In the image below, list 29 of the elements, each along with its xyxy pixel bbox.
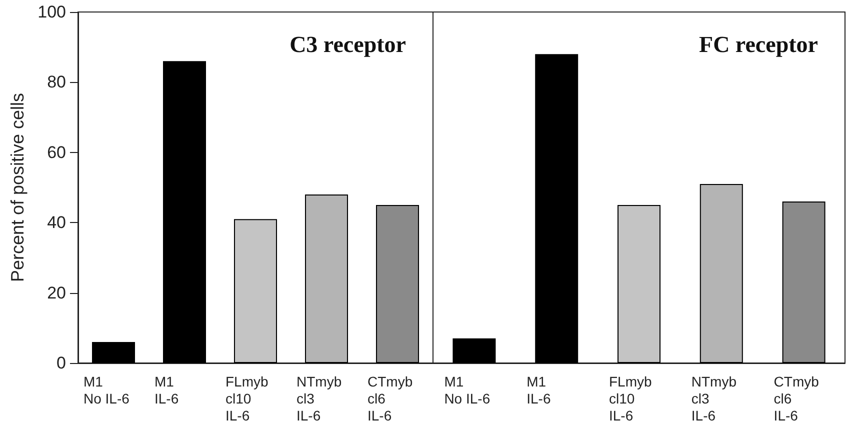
x-tick-label: CTmyb cl6 IL-6 — [774, 374, 820, 424]
x-tick-label: M1 IL-6 — [154, 374, 179, 406]
bar — [234, 219, 277, 363]
bar — [700, 184, 743, 363]
bar — [782, 202, 826, 363]
x-tick-label: M1 IL-6 — [526, 374, 551, 406]
y-tick-label: 60 — [47, 142, 66, 162]
bar — [452, 338, 496, 363]
y-tick-label: 0 — [56, 354, 66, 372]
bar — [376, 205, 419, 363]
x-tick-label: FLmyb cl10 IL-6 — [609, 374, 652, 424]
y-axis-title: Percent of positive cells — [8, 92, 28, 282]
y-tick-label: 40 — [47, 213, 66, 232]
bar — [163, 61, 206, 363]
bar — [618, 205, 660, 363]
y-tick-label: 100 — [38, 2, 66, 22]
x-tick-label: CTmyb cl6 IL-6 — [368, 374, 413, 424]
text: C3 receptor — [290, 32, 406, 57]
bar — [305, 194, 348, 363]
x-tick-label: NTmyb cl3 IL-6 — [691, 374, 737, 424]
bar — [535, 54, 578, 363]
y-tick-label: 20 — [47, 283, 66, 302]
x-tick-label: M1 No IL-6 — [84, 374, 130, 406]
y-tick-label: 80 — [47, 72, 66, 92]
text: FC receptor — [699, 32, 818, 57]
x-tick-label: M1 No IL-6 — [444, 374, 490, 406]
bar — [92, 342, 135, 363]
x-tick-label: NTmyb cl3 IL-6 — [296, 374, 342, 424]
x-tick-label: FLmyb cl10 IL-6 — [226, 374, 268, 424]
